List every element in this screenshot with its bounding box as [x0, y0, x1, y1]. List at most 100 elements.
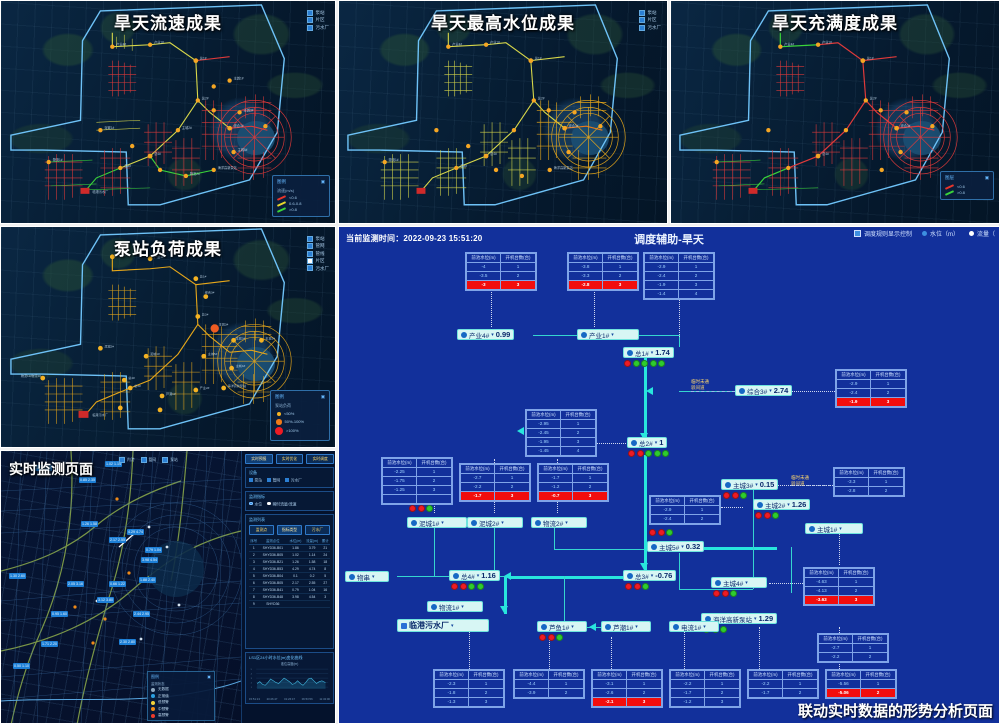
layer-item[interactable]: 泵站 [306, 9, 330, 16]
device-option[interactable]: 泵站 [249, 478, 262, 484]
node-z4[interactable]: 总4# ▾ 1.16 [449, 570, 500, 581]
layer-item[interactable]: 片区 [306, 16, 330, 24]
caret-icon[interactable]: ▾ [476, 572, 480, 579]
checkbox-icon[interactable] [306, 9, 313, 16]
monitor-tag[interactable]: 0.50 1.10 [13, 663, 30, 669]
node-nc1[interactable]: 泥城1# ▾ [407, 517, 467, 528]
node-z1[interactable]: 总1# ▾ 1.74 [623, 347, 674, 358]
checkbox-icon[interactable] [119, 457, 125, 463]
node-zc3[interactable]: 主城3# ▾ 0.15 [721, 479, 779, 490]
node-zc5[interactable]: 主城5# ▾ 0.32 [647, 541, 705, 552]
monitor-tag[interactable]: 1.56 3.79 [35, 465, 52, 471]
caret-icon[interactable]: ▾ [703, 623, 706, 630]
monitor-tag[interactable]: 2.17 2.55 [109, 537, 126, 543]
node-wc[interactable]: 物串 ▾ [345, 571, 389, 582]
table-row[interactable]: 8 SHYD36-B48 3.98 4.54 3 [249, 593, 330, 601]
monitor-checkbox-item[interactable]: 内涝 [119, 457, 135, 463]
node-wl1[interactable]: 物流1# ▾ [427, 601, 483, 612]
monitor-tag[interactable]: 1.88 2.40 [139, 577, 156, 583]
node-wl2[interactable]: 物流2# ▾ [531, 517, 587, 528]
node-z3[interactable]: 总3# ▾ -0.76 [623, 570, 677, 581]
caret-icon[interactable]: ▾ [501, 519, 504, 526]
monitor-checkbox-item[interactable]: 管网 [140, 457, 156, 463]
collapse-icon[interactable]: ▣ [984, 175, 989, 180]
caret-icon[interactable]: ▾ [745, 579, 748, 586]
node-cy1[interactable]: 产业1# ▾ [577, 329, 639, 340]
node-nc2[interactable]: 泥城2# ▾ [467, 517, 523, 528]
checkbox-icon[interactable] [853, 230, 861, 237]
monitor-checkbox-item[interactable]: 泵站 [162, 457, 178, 463]
caret-icon[interactable]: ▾ [635, 623, 638, 630]
caret-icon[interactable]: ▾ [650, 572, 654, 579]
caret-icon[interactable]: ▾ [372, 573, 375, 580]
radio-icon[interactable] [921, 231, 927, 236]
monitoring-map[interactable]: 实时监测页面 1.56 3.79 1.02 1.14 0.85 2.35 1.2… [1, 451, 241, 723]
checkbox-icon[interactable] [285, 478, 289, 482]
caret-icon[interactable]: ▾ [681, 543, 684, 550]
device-option[interactable]: 管网 [267, 478, 280, 484]
checkbox-icon[interactable] [306, 235, 313, 242]
layer-item[interactable]: 片区 [306, 257, 330, 264]
monitor-tag[interactable]: 1.30 2.60 [9, 573, 26, 579]
checkbox-icon[interactable] [306, 250, 313, 257]
caret-icon[interactable]: ▾ [565, 519, 568, 526]
collapse-icon[interactable]: ▣ [320, 394, 325, 400]
device-option[interactable]: 污水厂 [285, 478, 302, 484]
monitor-tag[interactable]: 2.05 3.16 [67, 581, 84, 587]
layer-item[interactable]: 管线 [306, 250, 330, 257]
metric-option[interactable]: 瞬时流量/流速 [267, 501, 296, 508]
realtime-forecast-button[interactable]: 实时预报 [245, 454, 273, 464]
monitor-tag[interactable]: 0.85 2.35 [79, 477, 96, 483]
monitor-tag[interactable]: 0.79 1.04 [145, 547, 162, 553]
radio-icon[interactable] [267, 501, 271, 505]
caret-icon[interactable]: ▾ [839, 525, 842, 532]
radio-icon[interactable] [968, 231, 974, 236]
table-row[interactable]: 1 SHYD36-B01 1.86 3.79 21 [249, 544, 330, 552]
caret-icon[interactable]: ▾ [571, 623, 574, 630]
checkbox-icon[interactable] [306, 265, 313, 272]
layer-item[interactable]: 泵站 [638, 9, 662, 16]
table-row[interactable]: 3 SHYD36-B21 1.26 1.58 18 [249, 558, 330, 566]
table-row[interactable]: 2 SHYD36-B05 1.02 1.14 24 [249, 551, 330, 559]
realtime-optimize-button[interactable]: 实时优化 [275, 454, 304, 464]
monitor-tag[interactable]: 1.26 1.58 [81, 521, 98, 527]
node-dl1[interactable]: 电流1# ▾ [669, 621, 719, 632]
layer-item[interactable]: 片区 [638, 16, 662, 24]
node-zc1[interactable]: 主城1# ▾ [805, 523, 863, 534]
node-plant[interactable]: 临港污水厂 ▾ [397, 619, 489, 632]
caret-icon[interactable]: ▾ [654, 439, 658, 446]
monitor-tag[interactable]: 2.44 2.95 [133, 611, 150, 617]
node-z2[interactable]: 总2# ▾ 1 [627, 437, 668, 448]
node-lc1[interactable]: 芦潮1# ▾ [601, 621, 651, 632]
checkbox-icon[interactable] [306, 17, 313, 24]
caret-icon[interactable]: ▾ [754, 615, 757, 622]
legend-water-level[interactable]: 水位（m） [921, 229, 959, 238]
checkbox-icon[interactable] [162, 457, 169, 463]
collapse-icon[interactable]: ▣ [207, 673, 211, 679]
node-zh3[interactable]: 综合3# ▾ 2.74 [735, 385, 793, 396]
caret-icon[interactable]: ▾ [755, 481, 758, 488]
caret-icon[interactable]: ▾ [787, 501, 790, 508]
table-row[interactable]: 4 SHYD36-B53 4.29 4.74 8 [249, 565, 330, 573]
caret-icon[interactable]: ▾ [769, 387, 772, 394]
node-zc2[interactable]: 主城2# ▾ 1.26 [753, 499, 811, 510]
list-tab-station[interactable]: 监测点 [249, 525, 274, 535]
metric-option[interactable]: 水位 [249, 501, 262, 508]
radio-icon[interactable] [249, 501, 253, 505]
monitor-tag[interactable]: 0.66 1.22 [109, 581, 126, 587]
node-hy[interactable]: 海洋高新泵站 ▾ 1.29 [701, 613, 778, 624]
node-ly1[interactable]: 芦鱼1# ▾ [537, 621, 587, 632]
checkbox-icon[interactable] [638, 24, 645, 31]
layer-item[interactable]: 污水厂 [638, 24, 661, 31]
checkbox-icon[interactable] [306, 24, 313, 31]
legend-rule-display-control[interactable]: 调度规则显示控制 [853, 229, 912, 238]
node-zc4[interactable]: 主城4# ▾ [711, 577, 767, 588]
legend-flow[interactable]: 流量（ [968, 229, 995, 238]
table-row[interactable]: 6 SHYD36-B05 2.17 2.55 27 [249, 579, 330, 587]
list-tab-plant[interactable]: 污水厂 [305, 525, 330, 535]
caret-icon[interactable]: ▾ [441, 519, 444, 526]
table-row[interactable]: 5 SHYD36-B04 0.1 0.2 5 [249, 572, 330, 580]
caret-icon[interactable]: ▾ [451, 622, 454, 629]
table-row[interactable]: 7 SHYD36-B41 0.79 1.04 16 [249, 586, 330, 594]
monitor-tag[interactable]: 4.29 4.74 [127, 529, 144, 535]
